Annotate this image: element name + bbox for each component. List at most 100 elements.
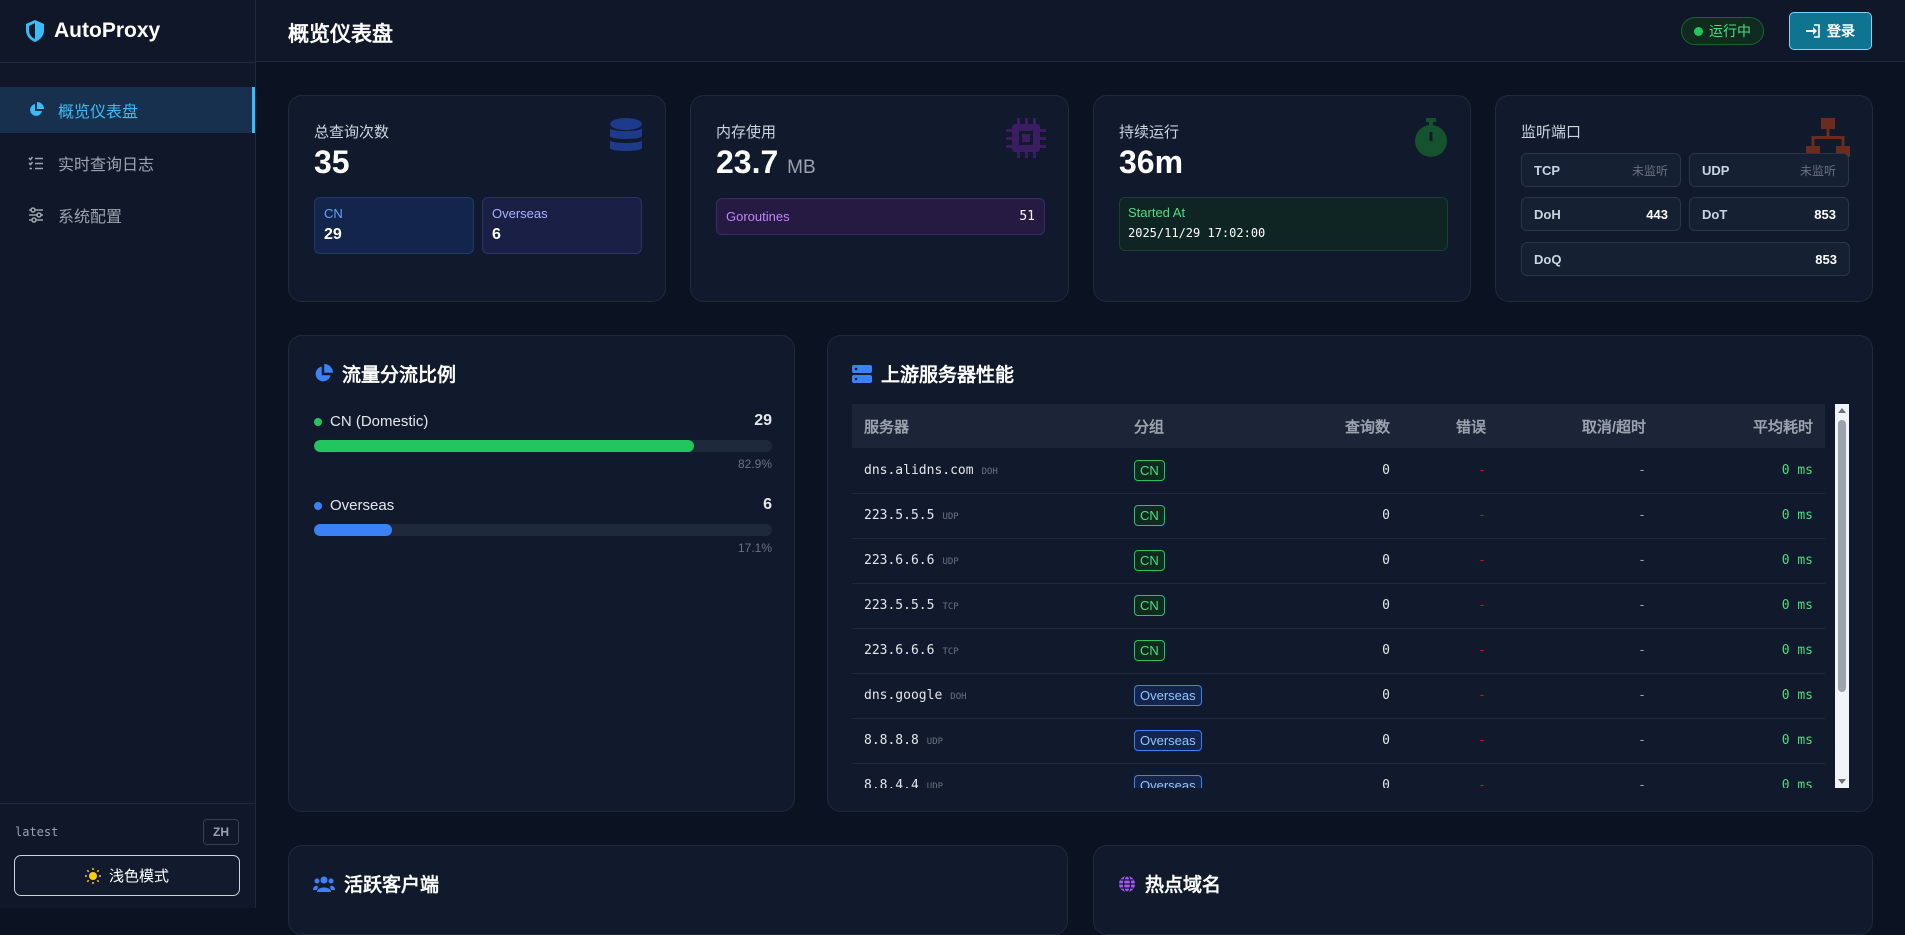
stopwatch-icon [1415, 118, 1447, 157]
timeouts-cell: - [1498, 718, 1658, 764]
sidebar: AutoProxy 概览仪表盘 实时查询日志 系统配置 latest ZH 浅色… [0, 0, 256, 908]
list-icon [28, 156, 43, 170]
stat-value: 35 [314, 144, 350, 180]
avg-cell: 0 ms [1658, 538, 1825, 584]
protocol: TCP [942, 647, 959, 657]
errors-cell: - [1402, 538, 1498, 584]
server-name: 223.5.5.5 [864, 598, 935, 613]
server-name: 223.6.6.6 [864, 643, 935, 658]
avg-cell: 0 ms [1658, 718, 1825, 764]
queries-cell: 0 [1272, 763, 1402, 788]
bar [314, 440, 694, 452]
column-header: 平均耗时 [1658, 404, 1825, 448]
chip-icon [1006, 118, 1046, 158]
scrollbar[interactable] [1835, 404, 1849, 788]
globe-icon [1119, 874, 1135, 893]
nav-item[interactable]: 概览仪表盘 [0, 87, 255, 133]
nav-item[interactable]: 系统配置 [0, 192, 255, 238]
scroll-arrows [1838, 408, 1846, 784]
overseas-value: 6 [492, 226, 501, 243]
errors-cell: - [1402, 718, 1498, 764]
status-label: 运行中 [1709, 23, 1751, 39]
protocol: UDP [926, 737, 944, 747]
port-name: TCP [1534, 162, 1560, 178]
table-row: dns.google DOH Overseas 0- -0 ms [852, 673, 1825, 719]
server-name: 8.8.4.4 [864, 778, 919, 788]
table-body: dns.alidns.com DOH CN 0- -0 ms 223.5.5.5 UDP CN… [852, 448, 1825, 788]
avg-cell: 0 ms [1658, 493, 1825, 539]
panel-title-text: 活跃客户端 [344, 875, 440, 896]
server-cell: dns.alidns.com DOH [852, 448, 1122, 494]
port-name: UDP [1702, 162, 1730, 178]
domains-panel: 热点域名 [1093, 845, 1873, 935]
login-button[interactable]: 登录 [1789, 12, 1872, 50]
server-cell: 223.6.6.6 UDP [852, 538, 1122, 584]
port-tile: DoQ 853 [1521, 242, 1850, 276]
port-value: 未监听 [1631, 163, 1668, 178]
overseas-label: Overseas [492, 206, 548, 221]
shield-icon [26, 20, 44, 42]
table-row: 8.8.8.8 UDP Overseas 0- -0 ms [852, 718, 1825, 764]
traffic-panel: 流量分流比例 CN (Domestic) 29 82.9% Overseas 6 17.1… [288, 335, 795, 812]
memory-unit: MB [787, 157, 816, 178]
table-row: 223.6.6.6 TCP CN 0- -0 ms [852, 628, 1825, 674]
login-label: 登录 [1827, 23, 1855, 39]
timeouts-cell: - [1498, 448, 1658, 494]
stat-label: 监听端口 [1521, 124, 1582, 141]
pie-icon [315, 363, 333, 381]
server-name: 223.6.6.6 [864, 553, 935, 568]
server-cell: dns.google DOH [852, 673, 1122, 719]
stat-card: 持续运行 36m Started At 2025/11/29 17:02:00 [1093, 95, 1471, 302]
stat-label: 总查询次数 [314, 124, 390, 141]
overseas-box: Overseas 6 [482, 197, 642, 254]
server-name: dns.google [864, 688, 943, 703]
goroutines-value: 51 [1019, 209, 1035, 224]
started-box: Started At 2025/11/29 17:02:00 [1119, 197, 1448, 251]
users-icon [313, 876, 335, 892]
stat-value: 23.7 MB [716, 144, 816, 181]
timeouts-cell: - [1498, 583, 1658, 629]
table-row: 223.5.5.5 TCP CN 0- -0 ms [852, 583, 1825, 629]
avg-cell: 0 ms [1658, 448, 1825, 494]
status-dot [1694, 26, 1703, 36]
avg-cell: 0 ms [1658, 628, 1825, 674]
panel-title-text: 上游服务器性能 [881, 365, 1015, 386]
errors-cell: - [1402, 448, 1498, 494]
started-label: Started At [1128, 205, 1186, 220]
theme-button[interactable]: 浅色模式 [14, 855, 240, 896]
table-row: 223.5.5.5 UDP CN 0- -0 ms [852, 493, 1825, 539]
stat-card: 监听端口 TCP 未监听 UDP 未监听 DoH 443 DoT 853 DoQ 853 [1495, 95, 1873, 302]
group-cell: Overseas [1122, 673, 1272, 719]
bar [314, 524, 393, 536]
traffic-count: 6 [763, 496, 772, 513]
avg-cell: 0 ms [1658, 763, 1825, 788]
port-tile: UDP 未监听 [1689, 153, 1849, 187]
lang-button[interactable]: ZH [203, 819, 239, 845]
table-row: dns.alidns.com DOH CN 0- -0 ms [852, 448, 1825, 494]
server-name: 223.5.5.5 [864, 508, 935, 523]
queries-cell: 0 [1272, 448, 1402, 494]
table-row: 223.6.6.6 UDP CN 0- -0 ms [852, 538, 1825, 584]
group-cell: CN [1122, 493, 1272, 539]
page-title: 概览仪表盘 [288, 23, 393, 46]
errors-cell: - [1402, 673, 1498, 719]
traffic-count: 29 [754, 412, 772, 429]
brand-name: AutoProxy [54, 19, 161, 42]
legend-dot [314, 501, 322, 510]
database-icon [610, 118, 642, 151]
traffic-name: Overseas [330, 496, 395, 514]
nav-item[interactable]: 实时查询日志 [0, 140, 255, 186]
panel-title: 活跃客户端 [313, 870, 439, 897]
header: 概览仪表盘 运行中 登录 [256, 0, 1905, 62]
cn-label: CN [324, 206, 343, 221]
queries-cell: 0 [1272, 583, 1402, 629]
port-value: 853 [1815, 251, 1837, 267]
upstream-table: 服务器 分组 查询数 错误 取消/超时 平均耗时 dns.alidns.com DOH CN 0-… [852, 404, 1825, 788]
queries-cell: 0 [1272, 718, 1402, 764]
table-viewport[interactable]: 服务器 分组 查询数 错误 取消/超时 平均耗时 dns.alidns.com DOH CN 0-… [852, 404, 1850, 788]
cn-value: 29 [324, 226, 342, 243]
sliders-icon [29, 207, 43, 223]
avg-cell: 0 ms [1658, 673, 1825, 719]
scroll-thumb[interactable] [1838, 420, 1846, 692]
